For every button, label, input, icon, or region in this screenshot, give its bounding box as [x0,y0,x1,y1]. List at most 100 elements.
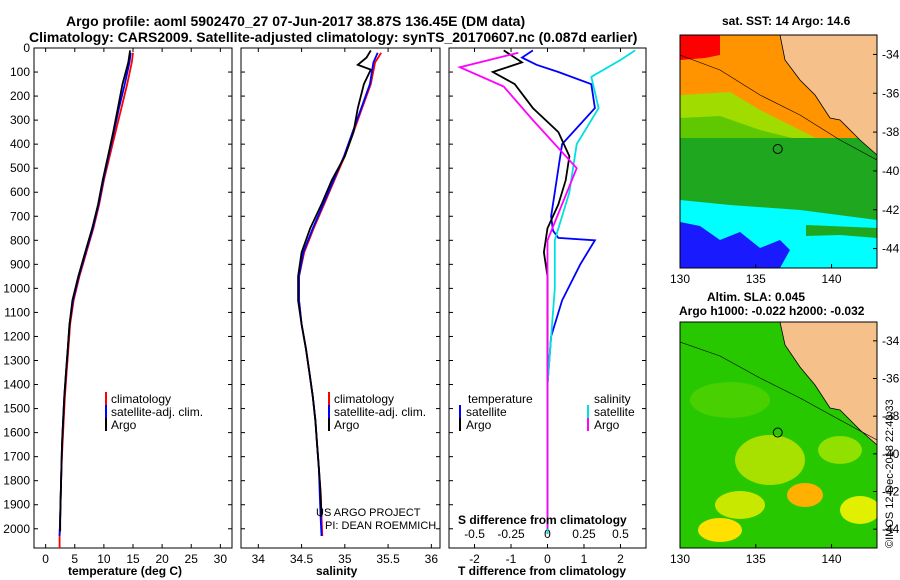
sla-patch [818,436,862,464]
sla-patch [690,382,770,418]
series-line-satellite-adj-clim- [58,52,132,537]
s-tick-label: 0.5 [612,527,629,541]
sst-map-title: sat. SST: 14 Argo: 14.6 [722,14,851,28]
legend-argo: Argo [334,418,360,432]
map-y-tick-label: -40 [882,447,900,461]
series-line-climatology [58,52,134,548]
map-y-tick-label: -34 [882,334,900,348]
map-y-tick-label: -38 [882,409,900,423]
s-tick-label: 0.25 [572,527,596,541]
series-line-s-satellite [546,49,636,534]
salinity-plot-frame [240,47,441,549]
sla-patch [715,491,765,519]
y-tick-label: 400 [10,137,30,151]
map-y-tick-label: -36 [882,372,900,386]
series-line-argo [59,50,131,532]
y-tick-label: 700 [10,209,30,223]
temperature-series [58,50,134,548]
sla-map [680,322,877,548]
salinity-xlabel: salinity [316,564,358,578]
x-tick-label: -2 [469,552,480,566]
legend-climatology: climatology [334,392,394,406]
s-tick-label: -0.25 [497,527,525,541]
sst-map-frame [679,34,878,269]
legend-t-argo: Argo [466,418,492,432]
legend-argo: Argo [111,418,137,432]
y-tick-label: 300 [10,113,30,127]
title-line-2: Climatology: CARS2009. Satellite-adjuste… [29,29,637,45]
isobath-line [680,54,877,161]
y-tick-label: 1100 [4,305,30,319]
map-y-tick-label: -36 [882,86,900,100]
s-tick-label: -0.5 [464,527,485,541]
sla-patch [840,496,877,524]
x-tick-label: 1 [581,552,588,566]
series-line-climatology [298,52,382,537]
difference-x-axis: -2 -1 0 1 2 -0.5 -0.25 0 0.25 0.5 [464,48,629,566]
temperature-x-axis: 0 5 10 15 20 25 30 [42,48,227,566]
y-tick-label: 800 [10,233,30,247]
y-tick-label: 1900 [3,498,30,512]
series-line-t-satellite [520,49,597,534]
x-tick-label: 34.5 [290,552,314,566]
y-tick-label: 1200 [3,329,30,343]
sst-hot-patch [680,35,720,60]
legend-satellite: satellite-adj. clim. [334,405,426,419]
y-tick-label: 1600 [3,426,30,440]
map-x-tick-label: 140 [822,552,842,566]
sla-patch [698,518,742,542]
map-y-tick-label: -42 [882,203,900,217]
legend-s-satellite: satellite [594,405,635,419]
y-tick-label: 100 [10,65,30,79]
map-x-tick-label: 130 [670,552,690,566]
sst-green-patch [806,225,877,238]
salinity-legend: climatology satellite-adj. clim. Argo [328,392,426,432]
credit-line-2: PI: DEAN ROEMMICH [325,520,436,532]
y-tick-label: 200 [10,89,30,103]
map-x-tick-label: 140 [822,272,842,286]
credit-line-1: US ARGO PROJECT [316,507,421,519]
x-tick-label: 35 [338,552,352,566]
sla-high-patch [787,483,823,507]
salinity-x-axis: 34 34.5 35 35.5 36 [252,48,439,566]
legend-temperature-title: temperature [468,392,533,406]
map-y-tick-label: -34 [882,47,900,61]
sla-map-axes: 130 135 140 -34 -36 -38 -40 -42 -44 [670,334,900,566]
x-tick-label: 35.5 [376,552,400,566]
y-tick-label: 2000 [3,522,30,536]
temperature-legend: climatology satellite-adj. clim. Argo [105,392,203,432]
title-line-1: Argo profile: aoml 5902470_27 07-Jun-201… [66,13,525,29]
y-tick-label: 500 [10,161,30,175]
map-y-tick-label: -44 [882,522,900,536]
x-tick-label: 36 [425,552,439,566]
isobath-line [680,341,877,441]
sla-map-frame [679,321,878,549]
depth-axis: 0 100 200 300 400 500 600 700 800 900 1000 1100 1200… [3,41,646,536]
y-tick-label: 1300 [3,354,30,368]
t-difference-xlabel: T difference from climatology [458,564,626,578]
x-tick-label: 20 [155,552,169,566]
argo-location-marker [772,427,783,438]
series-line-satellite-adj-clim- [298,52,379,537]
legend-t-satellite: satellite [466,405,507,419]
land-mass [780,322,877,445]
x-tick-label: 25 [185,552,199,566]
map-x-tick-label: 130 [670,272,690,286]
map-y-tick-label: -38 [882,125,900,139]
sla-map-title: Altim. SLA: 0.045 [707,290,805,304]
y-tick-label: 1800 [3,474,30,488]
y-tick-label: 1400 [3,378,30,392]
land-mass [780,35,877,155]
temperature-xlabel: temperature (deg C) [68,564,182,578]
coastline [779,322,877,446]
x-tick-label: 30 [214,552,228,566]
x-tick-label: 0 [544,552,551,566]
legend-satellite: satellite-adj. clim. [111,405,203,419]
legend-climatology: climatology [111,392,171,406]
sla-patch [735,435,805,485]
sst-map [680,35,877,268]
timestamp-stamp: ©IMOS 12-Dec-2018 22:43:33 [884,399,896,548]
x-tick-label: 2 [617,552,624,566]
sst-map-axes: 130 135 140 -34 -36 -38 -40 -42 -44 [670,47,900,286]
